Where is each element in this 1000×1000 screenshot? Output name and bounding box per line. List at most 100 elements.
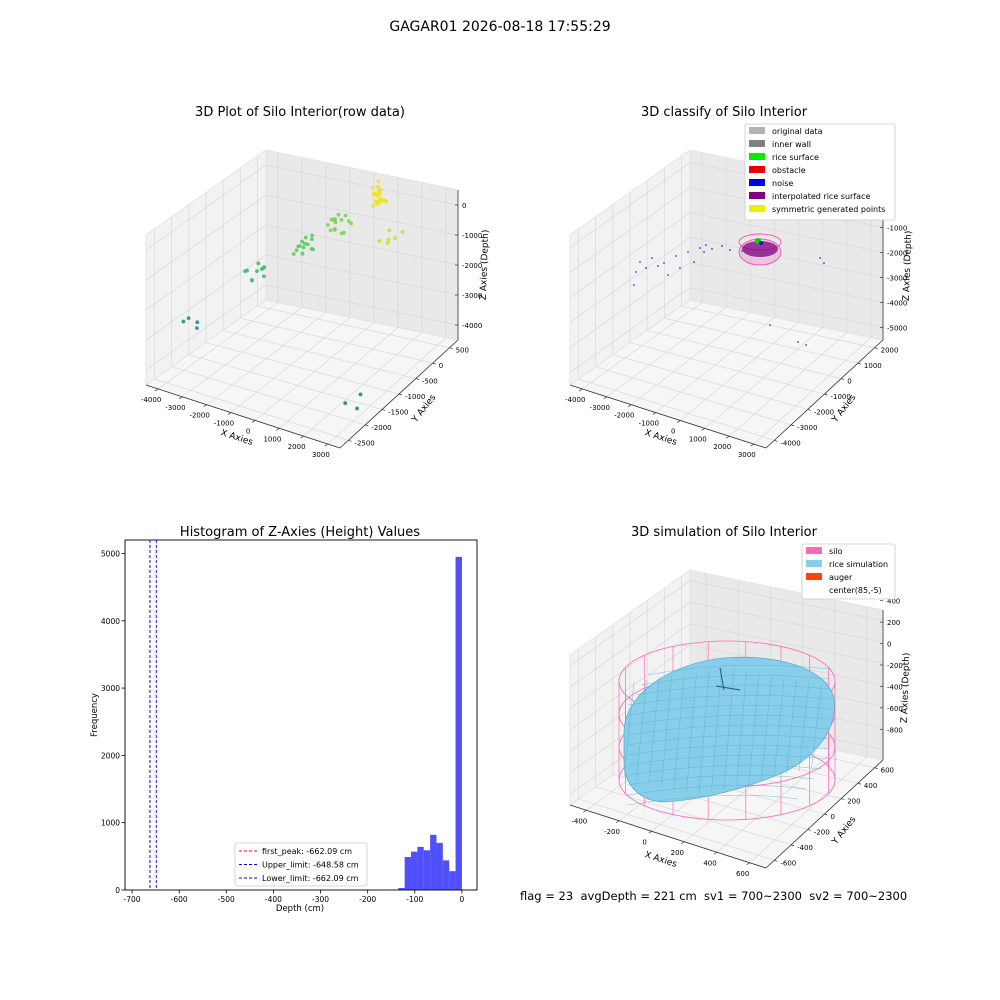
surface-mesh-line [673, 673, 685, 790]
data-point [301, 245, 306, 250]
noise-point [703, 251, 705, 253]
y-tick-label: 1000 [101, 819, 120, 828]
data-point [387, 228, 392, 233]
x-tick-label: 0 [671, 427, 675, 435]
x-tick-label: -2000 [189, 412, 209, 420]
noise-point [711, 248, 713, 250]
data-point [349, 221, 353, 226]
data-point [358, 392, 363, 397]
surface-mesh-line [636, 679, 647, 781]
noise-point [667, 274, 669, 276]
z-gridline [569, 162, 691, 248]
z-gridline [265, 224, 459, 266]
z-gridline [145, 164, 267, 251]
z-gridline [265, 164, 459, 206]
y-tick [365, 424, 369, 427]
x-tick [713, 851, 718, 855]
y-floor-gridline [223, 330, 416, 379]
y-tick [774, 859, 778, 862]
z-gridline [145, 194, 267, 281]
y-tick [432, 362, 436, 365]
noise-point [633, 284, 635, 286]
z-tick-label: -2000 [887, 250, 907, 258]
data-point [195, 326, 199, 330]
data-point [371, 191, 376, 196]
auger-mark [715, 685, 741, 691]
legend-swatch [749, 166, 765, 173]
histogram-bar [449, 871, 456, 890]
data-point [332, 217, 336, 222]
legend-swatch [749, 127, 765, 134]
x-tick-label: 1000 [263, 435, 281, 443]
noise-point [769, 324, 771, 326]
y-tick [874, 767, 878, 770]
legend-swatch [806, 573, 822, 580]
histogram-bar [455, 556, 462, 890]
data-point [303, 241, 307, 246]
z-gridline [689, 287, 884, 328]
surface-mesh-line [736, 671, 747, 787]
y-floor-gridline [595, 366, 792, 426]
data-point [336, 212, 341, 217]
x-tick-label: -700 [124, 895, 141, 904]
noise-point [635, 271, 637, 273]
y-tick-label: 0 [831, 813, 835, 821]
surface-mesh-line [811, 683, 822, 769]
chart-classify-3d: 3D classify of Silo Interior X Axies Y A… [565, 105, 914, 459]
y-tick [790, 844, 795, 847]
legend-frame [801, 543, 896, 600]
z-tick-label: -5000 [887, 325, 907, 333]
x-tick-label: -3000 [165, 404, 185, 412]
x-tick-label: -4000 [141, 396, 161, 404]
x-axis-line [569, 384, 767, 449]
x-tick [603, 396, 607, 400]
data-point [376, 179, 381, 184]
y-tick-label: -2000 [814, 408, 834, 416]
surface-mesh-line [627, 754, 831, 766]
y-tick [841, 798, 845, 800]
y-tick-label: 2000 [881, 347, 899, 355]
legend-label: noise [772, 179, 793, 188]
z-tick-label: -3000 [887, 275, 907, 283]
y-tick-label: -2000 [371, 424, 391, 432]
legend-swatch [806, 560, 822, 567]
x-tick-label: -3000 [590, 404, 610, 412]
y-tick [348, 439, 352, 442]
noise-point [797, 341, 799, 343]
x-tick-label: -400 [265, 895, 282, 904]
y-tick-label: -1000 [405, 393, 425, 401]
z-gridline [569, 262, 691, 348]
y-tick-label: 500 [456, 347, 469, 355]
legend-swatch [806, 547, 822, 554]
chart3-xlabel: Depth (cm) [276, 904, 324, 914]
noise-point [705, 244, 707, 246]
data-point [400, 229, 405, 234]
data-point [249, 278, 254, 282]
data-point [377, 239, 382, 243]
x-tick-label: 200 [671, 849, 684, 857]
data-point [370, 186, 375, 190]
data-point [300, 251, 305, 256]
y-tick-label: -500 [422, 378, 438, 386]
z-gridline [569, 580, 691, 666]
z-gridline [569, 212, 691, 298]
y-tick [857, 362, 862, 365]
y-tick-label: 200 [847, 798, 860, 806]
x-tick [701, 428, 705, 431]
surface-mesh-line [786, 679, 797, 775]
surface-mesh-line [723, 669, 735, 790]
x-tick [648, 830, 652, 834]
x-tick [227, 412, 232, 415]
chart3-title: Histogram of Z-Axies (Height) Values [180, 525, 420, 540]
z-gridline [265, 254, 459, 296]
y-tick [807, 829, 811, 831]
chart3-ylabel: Frequency [90, 693, 100, 737]
x-tick-label: 0 [460, 895, 465, 904]
y-tick [398, 393, 403, 396]
legend-label: center(85,-5) [829, 586, 882, 595]
noise-point [699, 247, 701, 249]
y-floor-gridline [681, 305, 875, 349]
data-point [376, 185, 380, 189]
surface-mesh-line [627, 694, 831, 706]
x-tick [203, 404, 207, 407]
